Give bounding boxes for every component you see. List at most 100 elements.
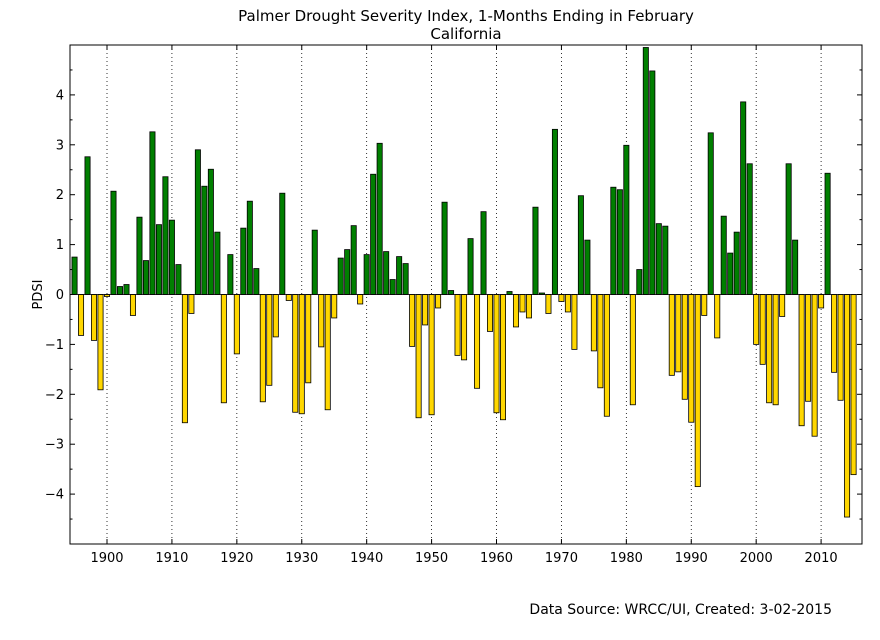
bar-1975 [590, 294, 597, 352]
bar-1946 [402, 263, 409, 295]
bar-2012 [831, 294, 838, 373]
bar-1965 [525, 294, 532, 319]
bar-2005 [785, 163, 792, 295]
bar-1922 [246, 200, 253, 295]
bar-1903 [123, 284, 130, 295]
bar-1995 [720, 215, 727, 295]
bar-2000 [753, 294, 760, 345]
bar-1950 [428, 294, 435, 416]
x-tick-label: 1970 [545, 551, 578, 566]
bar-1942 [376, 142, 383, 295]
bar-1977 [603, 294, 610, 417]
bar-1912 [181, 294, 188, 424]
chart-subtitle: California [430, 25, 502, 43]
bar-2013 [837, 294, 844, 401]
x-tick-label: 1930 [285, 551, 318, 566]
bar-1938 [350, 225, 357, 295]
y-axis-label: PDSI [31, 280, 46, 310]
bar-1952 [441, 201, 448, 295]
bar-1919 [227, 254, 234, 295]
x-tick-label: 1990 [675, 551, 708, 566]
y-tick-label: −2 [45, 388, 64, 403]
bar-1978 [610, 186, 617, 295]
x-tick-label: 1900 [90, 551, 123, 566]
bar-2008 [805, 294, 812, 402]
bar-1939 [357, 294, 364, 305]
bar-1992 [701, 294, 708, 316]
bar-1917 [214, 231, 221, 295]
bar-2001 [759, 294, 766, 365]
y-tick-label: −1 [45, 338, 64, 353]
bar-2006 [792, 239, 799, 295]
chart-title: Palmer Drought Severity Index, 1-Months … [238, 7, 694, 25]
bar-2004 [779, 294, 786, 317]
bar-1951 [435, 294, 442, 309]
bar-1925 [266, 294, 273, 386]
bar-1953 [448, 290, 455, 295]
bar-1970 [558, 294, 565, 302]
bar-1915 [201, 185, 208, 295]
bar-1958 [480, 211, 487, 295]
bar-1924 [259, 294, 266, 403]
bar-1932 [311, 229, 318, 295]
bar-1945 [396, 256, 403, 295]
bar-1897 [84, 156, 91, 295]
bar-1972 [571, 294, 578, 350]
bar-1899 [97, 294, 104, 391]
bar-1986 [662, 225, 669, 295]
y-axis: −4 −3 −2 −1 0 1 2 3 4 [45, 69, 862, 520]
bar-1997 [733, 231, 740, 295]
x-tick-label: 2000 [740, 551, 773, 566]
x-tick-label: 2010 [805, 551, 838, 566]
bar-1896 [78, 294, 85, 336]
bar-1941 [370, 173, 377, 295]
x-tick-label: 1980 [610, 551, 643, 566]
bar-2007 [798, 294, 805, 427]
bar-1962 [506, 291, 513, 295]
x-tick-label: 1940 [350, 551, 383, 566]
bar-1993 [707, 132, 714, 295]
bar-1955 [461, 294, 468, 361]
bar-2010 [818, 294, 825, 309]
x-axis: 1900 1910 1920 1930 1940 1950 1960 1970 1980 1990… [90, 45, 838, 566]
bar-1964 [519, 294, 526, 313]
bar-1985 [655, 223, 662, 295]
bar-1971 [564, 294, 571, 313]
bar-1913 [188, 294, 195, 314]
bar-1898 [91, 294, 98, 341]
bar-1990 [688, 294, 695, 423]
bar-1947 [409, 294, 416, 347]
bar-1949 [422, 294, 429, 326]
bar-1926 [272, 294, 279, 338]
bar-1921 [240, 227, 247, 295]
bar-1907 [149, 131, 156, 295]
bar-1927 [279, 192, 286, 295]
bar-1931 [305, 294, 312, 384]
bar-1991 [694, 294, 701, 488]
bar-1904 [129, 294, 136, 316]
bar-1999 [746, 163, 753, 295]
bar-1934 [324, 294, 331, 411]
bar-1914 [194, 149, 201, 295]
bar-1928 [285, 294, 292, 301]
bar-1974 [584, 239, 591, 295]
bar-1989 [681, 294, 688, 400]
bar-2002 [766, 294, 773, 404]
y-tick-label: 0 [56, 288, 64, 303]
bar-1984 [649, 70, 656, 295]
bar-1916 [207, 168, 214, 295]
bar-1908 [155, 224, 162, 295]
bar-1994 [714, 294, 721, 339]
bar-1976 [597, 294, 604, 389]
bar-1969 [551, 128, 558, 295]
bar-1963 [512, 294, 519, 328]
bar-1902 [116, 286, 123, 295]
bar-1982 [636, 269, 643, 295]
bar-1983 [642, 47, 649, 295]
bar-2003 [772, 294, 779, 406]
bar-1981 [629, 294, 636, 406]
bar-2011 [824, 172, 831, 295]
y-tick-label: −3 [45, 438, 64, 453]
bar-1948 [415, 294, 422, 419]
